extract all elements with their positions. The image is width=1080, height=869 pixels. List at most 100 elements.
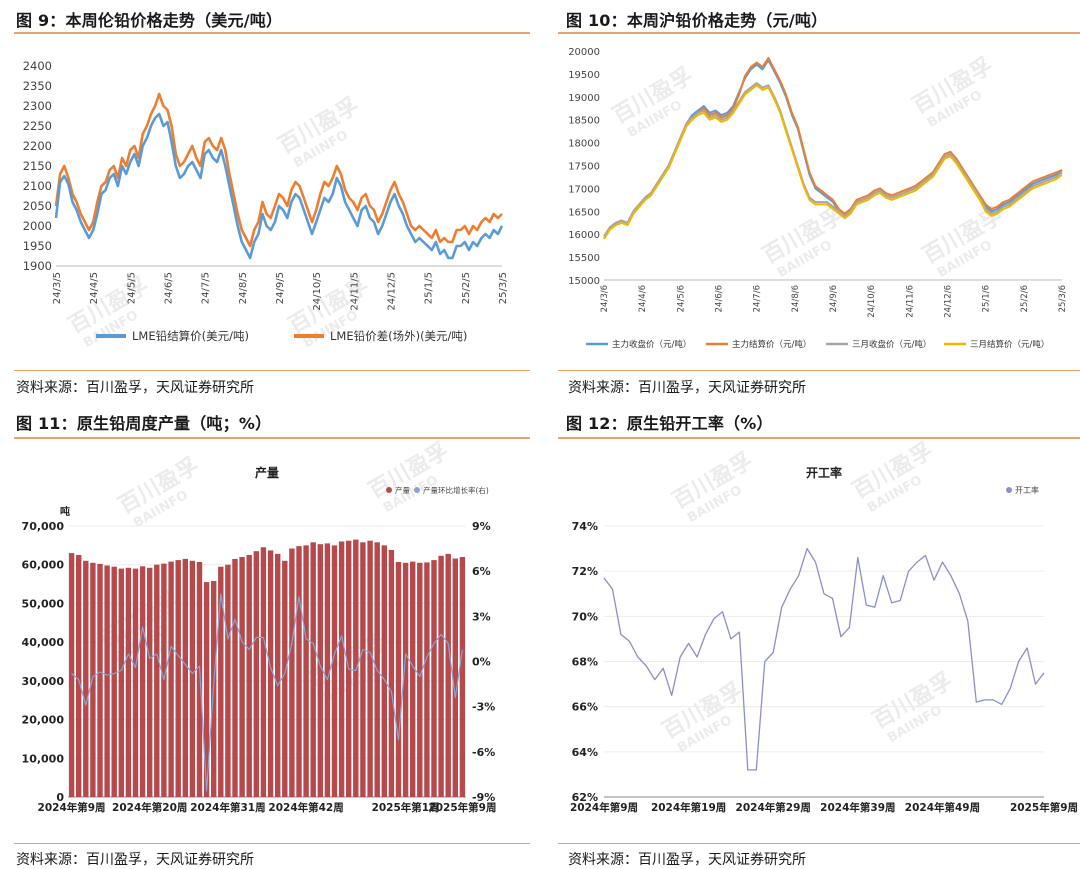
y-tick-label: 66%	[572, 701, 598, 714]
x-tick-label: 24/9/5	[275, 272, 286, 304]
y-tick-label: 72%	[572, 565, 598, 578]
chart-title: 开工率	[806, 465, 842, 480]
source-rule	[14, 370, 530, 371]
output-bar	[360, 542, 366, 797]
x-tick-label: 24/7/5	[201, 272, 212, 304]
figure-title: 图 9：本周伦铅价格走势（美元/吨）	[16, 11, 283, 30]
x-tick-label: 2024年第29周	[736, 801, 811, 814]
x-tick-label: 24/11/5	[349, 272, 360, 311]
output-bar	[303, 545, 309, 797]
y2-tick-label: 0%	[472, 656, 491, 669]
legend-label: 产量环比增长率(右)	[423, 485, 489, 495]
y-tick-label: 19000	[568, 93, 600, 104]
x-tick-label: 24/3/6	[600, 285, 610, 312]
output-bar	[431, 560, 437, 797]
y-tick-label: 2400	[23, 59, 52, 73]
y2-tick-label: -9%	[472, 791, 495, 804]
y2-tick-label: 3%	[472, 610, 491, 623]
output-bar	[282, 560, 288, 797]
x-tick-label: 24/10/6	[867, 285, 877, 318]
x-tick-label: 24/3/5	[52, 272, 63, 304]
y-tick-label: 15500	[568, 253, 600, 264]
primary-lead-output-chart: 百川盈孚BAIINFO百川盈孚BAIINFO百川盈孚BAIINFO百川盈孚BAI…	[22, 438, 497, 814]
legend-label: 开工率	[1015, 485, 1039, 495]
output-bar	[445, 553, 451, 797]
x-tick-label: 24/12/6	[944, 285, 954, 318]
x-tick-label: 25/3/5	[498, 272, 509, 304]
output-bar	[203, 582, 210, 797]
series-line-产量环比增长率(右)	[71, 593, 463, 792]
source-note: 资料来源：百川盈孚，天风证券研究所	[16, 380, 254, 396]
y-tick-label: 17000	[568, 184, 600, 195]
y-tick-label: 74%	[572, 520, 598, 533]
x-tick-label: 24/11/6	[905, 285, 915, 318]
y-tick-label: 2350	[23, 79, 52, 93]
y-tick-label: 1900	[23, 259, 52, 273]
y-tick-label: 19500	[568, 70, 600, 81]
output-bar	[417, 562, 423, 797]
x-tick-label: 2024年第19周	[651, 801, 726, 814]
output-bar	[438, 555, 444, 797]
x-tick-label: 24/8/6	[791, 285, 801, 312]
x-tick-label: 25/2/5	[461, 272, 472, 304]
output-bar	[97, 563, 103, 797]
title-rule	[558, 32, 1080, 34]
x-tick-label: 2024年第20周	[112, 801, 187, 814]
y-tick-label: 40,000	[22, 636, 65, 649]
y-tick-label: 2150	[23, 159, 52, 173]
y-tick-label: 2200	[23, 139, 52, 153]
output-bar	[310, 542, 316, 797]
y-tick-label: 20,000	[22, 714, 65, 727]
figure-title: 图 12：原生铅开工率（%）	[566, 414, 773, 433]
y-tick-label: 68%	[572, 656, 598, 669]
output-bar	[132, 568, 139, 797]
title-rule	[558, 437, 1080, 439]
y2-tick-label: 6%	[472, 565, 491, 578]
x-tick-label: 2024年第42周	[268, 801, 343, 814]
output-bar	[296, 546, 302, 797]
output-bar	[139, 566, 146, 797]
output-bar	[218, 566, 224, 797]
source-note: 资料来源：百川盈孚，天风证券研究所	[568, 380, 806, 396]
output-bar	[68, 553, 75, 797]
x-tick-label: 24/6/5	[164, 272, 175, 304]
x-tick-label: 24/6/6	[715, 285, 725, 312]
output-bar	[452, 558, 458, 797]
output-bar	[182, 558, 188, 797]
y-tick-label: 60,000	[22, 559, 65, 572]
output-bar	[402, 562, 409, 797]
legend-label: 主力收盘价（元/吨）	[612, 339, 691, 350]
y-tick-label: 64%	[572, 746, 598, 759]
figure-title: 图 11：原生铅周度产量（吨；%）	[16, 414, 272, 433]
series-line-三月结算价（元/吨）	[603, 84, 1063, 240]
x-tick-label: 25/1/5	[424, 272, 435, 304]
x-tick-label: 24/4/6	[638, 285, 648, 312]
x-tick-label: 2024年第9周	[38, 801, 106, 814]
title-rule	[14, 437, 530, 439]
x-tick-label: 24/10/5	[312, 272, 323, 311]
output-bar	[289, 548, 295, 797]
output-bar	[388, 550, 395, 797]
y-tick-label: 2300	[23, 99, 52, 113]
y-tick-label: 10,000	[22, 752, 65, 765]
y-tick-label: 16000	[568, 230, 600, 241]
x-tick-label: 25/1/6	[982, 285, 992, 312]
output-bar	[239, 557, 245, 797]
y-tick-label: 18500	[568, 116, 600, 127]
x-tick-label: 2024年第31周	[190, 801, 265, 814]
y-tick-label: 17500	[568, 162, 600, 173]
legend-label: LME铅结算价(美元/吨)	[132, 329, 249, 343]
operating-rate-chart: 百川盈孚BAIINFO百川盈孚BAIINFO百川盈孚BAIINFO百川盈孚BAI…	[570, 438, 1078, 814]
x-tick-label: 24/5/5	[126, 272, 137, 304]
y-tick-label: 2250	[23, 119, 52, 133]
output-bar	[246, 555, 252, 797]
legend-label: 三月结算价（元/吨）	[970, 339, 1049, 350]
output-bar	[424, 562, 430, 797]
x-tick-label: 2025年第1周	[372, 801, 440, 814]
